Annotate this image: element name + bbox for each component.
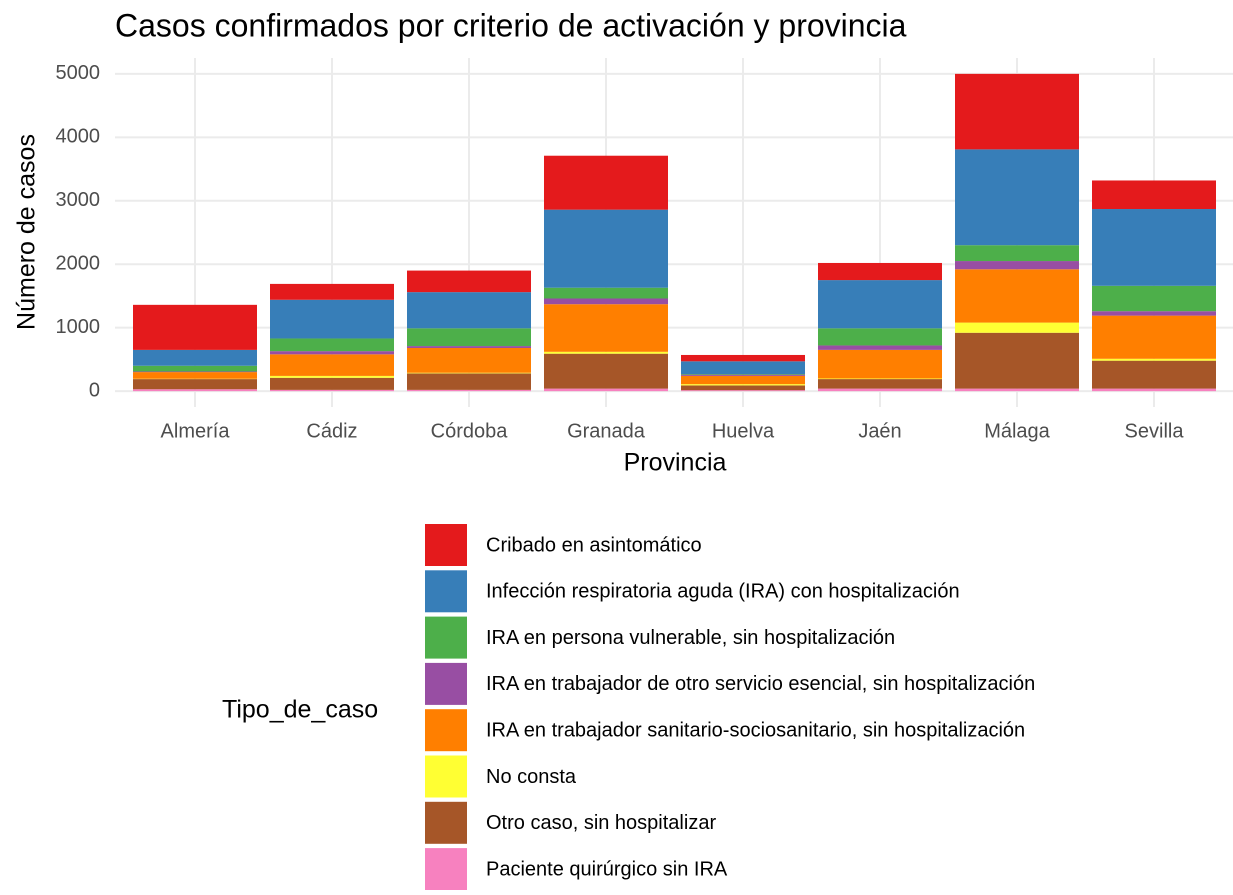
- legend-key: [425, 848, 467, 890]
- bar-segment: [681, 361, 805, 374]
- bar-segment: [681, 355, 805, 361]
- bar-segment: [818, 350, 942, 379]
- legend-label: IRA en trabajador de otro servicio esenc…: [486, 673, 1035, 695]
- legend-label: Otro caso, sin hospitalizar: [486, 812, 716, 834]
- bar-segment: [1092, 180, 1216, 209]
- bar-segment: [544, 156, 668, 210]
- bar-segment: [544, 389, 668, 392]
- bar-segment: [955, 269, 1079, 322]
- bar-segment: [818, 263, 942, 280]
- bar-segment: [818, 280, 942, 328]
- bar-segment: [818, 379, 942, 389]
- bar-segment: [407, 328, 531, 346]
- x-tick-label: Córdoba: [431, 420, 509, 442]
- bar-segment: [818, 345, 942, 349]
- legend-label: Paciente quirúrgico sin IRA: [486, 858, 728, 880]
- bar-segment: [1092, 359, 1216, 361]
- bar-segment: [818, 378, 942, 379]
- y-tick-label: 0: [89, 379, 100, 401]
- bar-segment: [955, 149, 1079, 245]
- bar-segment: [1092, 316, 1216, 359]
- bar-segment: [955, 333, 1079, 389]
- bar-segment: [681, 390, 805, 391]
- x-axis-label: Provincia: [624, 449, 727, 477]
- bar-segment: [133, 389, 257, 391]
- bar-segment: [544, 352, 668, 354]
- bar-segment: [407, 271, 531, 293]
- bar-segment: [955, 323, 1079, 333]
- x-tick-label: Granada: [567, 420, 646, 442]
- bar-segment: [133, 305, 257, 350]
- bar-segment: [407, 373, 531, 374]
- legend-key: [425, 524, 467, 566]
- bar-segment: [133, 372, 257, 379]
- bar-segment: [955, 261, 1079, 269]
- legend-label: No consta: [486, 766, 577, 788]
- bar-segment: [955, 245, 1079, 261]
- y-tick-label: 2000: [56, 253, 101, 275]
- bar-segment: [133, 366, 257, 372]
- bar-segment: [544, 288, 668, 299]
- bar-segment: [270, 390, 394, 391]
- bar-segment: [681, 376, 805, 384]
- legend-label: Cribado en asintomático: [486, 534, 702, 556]
- legend-title: Tipo_de_caso: [222, 696, 378, 724]
- bar-segment: [270, 338, 394, 351]
- y-tick-label: 3000: [56, 189, 101, 211]
- bar-segment: [407, 348, 531, 373]
- legend-key: [425, 756, 467, 798]
- bar-segment: [270, 354, 394, 376]
- bar-segment: [681, 385, 805, 390]
- y-axis-label: Número de casos: [13, 134, 41, 330]
- y-tick-label: 4000: [56, 126, 101, 148]
- x-tick-label: Cádiz: [306, 420, 357, 442]
- bar-segment: [270, 300, 394, 339]
- bar-segment: [544, 304, 668, 352]
- bar-segment: [544, 354, 668, 389]
- x-tick-label: Huelva: [712, 420, 775, 442]
- bar-segment: [955, 74, 1079, 150]
- bar-segment: [407, 373, 531, 389]
- legend-key: [425, 709, 467, 751]
- bar-segment: [955, 389, 1079, 392]
- bar-segment: [818, 328, 942, 345]
- bar-segment: [1092, 361, 1216, 389]
- bar-segment: [1092, 311, 1216, 315]
- bar-segment: [544, 298, 668, 304]
- x-tick-label: Sevilla: [1125, 420, 1185, 442]
- legend-label: IRA en trabajador sanitario-sociosanitar…: [486, 719, 1025, 741]
- bar-segment: [1092, 209, 1216, 286]
- x-tick-label: Almería: [161, 420, 231, 442]
- bar-segment: [133, 350, 257, 366]
- bar-segment: [407, 292, 531, 328]
- x-tick-label: Málaga: [984, 420, 1050, 442]
- legend-key: [425, 802, 467, 844]
- bar-segment: [544, 210, 668, 288]
- y-tick-label: 1000: [56, 316, 101, 338]
- legend-key: [425, 570, 467, 612]
- legend-label: IRA en persona vulnerable, sin hospitali…: [486, 627, 895, 649]
- bar-segment: [681, 375, 805, 376]
- bar-segment: [681, 374, 805, 375]
- bar-segment: [407, 390, 531, 391]
- bar-segment: [270, 378, 394, 390]
- bar-segment: [270, 284, 394, 300]
- legend-key: [425, 617, 467, 659]
- chart-title: Casos confirmados por criterio de activa…: [115, 7, 907, 43]
- bar-segment: [407, 346, 531, 348]
- legend-key: [425, 663, 467, 705]
- bar-segment: [133, 371, 257, 372]
- bar-segment: [1092, 389, 1216, 392]
- bar-segment: [818, 389, 942, 392]
- legend-label: Infección respiratoria aguda (IRA) con h…: [486, 581, 960, 603]
- bar-segment: [133, 379, 257, 389]
- bar-segment: [270, 351, 394, 354]
- y-tick-label: 5000: [56, 62, 101, 84]
- bar-segment: [270, 376, 394, 378]
- bar-segment: [681, 384, 805, 385]
- bar-segment: [1092, 286, 1216, 311]
- x-tick-label: Jaén: [858, 420, 901, 442]
